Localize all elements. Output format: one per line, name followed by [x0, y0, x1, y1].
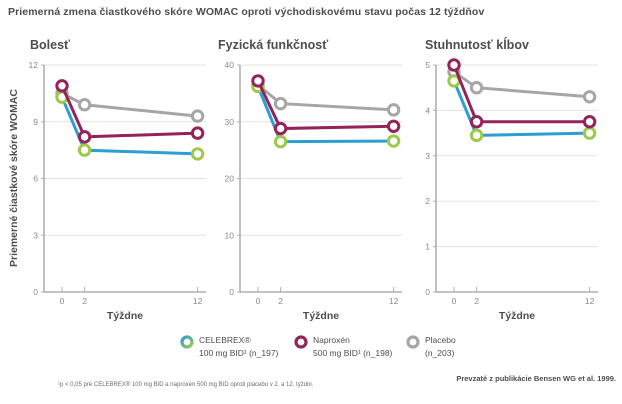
data-point-celebrex [386, 134, 401, 148]
data-point-placebo [77, 98, 92, 112]
data-point-placebo [469, 81, 484, 95]
y-tick-label: 30 [225, 117, 235, 127]
legend-item-placebo: Placebo (n_203) [406, 334, 456, 360]
y-tick-label: 4 [425, 105, 430, 115]
x-tick-label: 0 [60, 296, 65, 306]
y-tick-label: 12 [29, 60, 39, 70]
x-tick-label: 2 [82, 296, 87, 306]
y-tick-label: 40 [225, 60, 235, 70]
legend-label-naproxen: Naproxén 500 mg BID¹ (n_198) [313, 334, 392, 360]
naproxen-marker-icon [294, 335, 308, 349]
data-point-placebo [582, 90, 597, 104]
data-point-naproxen [447, 58, 461, 72]
data-point-naproxen [386, 119, 401, 133]
data-point-naproxen [469, 115, 484, 129]
data-point-naproxen [190, 126, 205, 140]
y-tick-label: 0 [425, 287, 430, 297]
data-point-naproxen [251, 74, 265, 88]
data-point-placebo [190, 109, 205, 123]
legend-label-placebo-line2: (n_203) [425, 348, 455, 359]
legend-label-naproxen-line2: 500 mg BID¹ (n_198) [313, 348, 393, 359]
y-tick-label: 10 [225, 230, 235, 240]
data-point-naproxen [273, 121, 288, 136]
legend: CELEBREX® 100 mg BID¹ (n_197) Naproxén 5… [180, 334, 456, 360]
legend-label-celebrex: CELEBREX® 100 mg BID¹ (n_197) [199, 334, 278, 360]
x-tick-label: 12 [585, 296, 595, 306]
placebo-marker-icon [406, 335, 420, 349]
legend-label-celebrex-line1: CELEBREX® [199, 335, 251, 345]
panel-title-stuhnutost-klbov: Stuhnutosť kĺbov [425, 38, 529, 52]
series-line-naproxen [60, 84, 200, 139]
panel-title-fyzicka-funkcnost: Fyzická funkčnosť [218, 38, 329, 52]
y-tick-label: 1 [425, 242, 430, 252]
page-title: Priemerná zmena čiastkového skóre WOMAC … [8, 6, 485, 18]
data-point-naproxen [55, 79, 69, 93]
y-tick-label: 3 [33, 230, 38, 240]
y-tick-label: 9 [33, 117, 38, 127]
x-axis-label: Týždne [107, 310, 143, 322]
y-tick-label: 2 [425, 196, 430, 206]
legend-label-placebo-line1: Placebo [425, 335, 456, 345]
x-tick-label: 0 [256, 296, 261, 306]
chart-bolest: 0 3 6 9 12 0 2 12 Týždne [29, 60, 206, 322]
y-tick-label: 5 [425, 60, 430, 70]
legend-label-naproxen-line1: Naproxén [313, 335, 350, 345]
data-point-celebrex [77, 143, 92, 157]
legend-label-celebrex-line2: 100 mg BID¹ (n_197) [199, 348, 279, 359]
source-attribution: Prevzaté z publikácie Bensen WG et al. 1… [456, 374, 616, 383]
legend-label-placebo: Placebo (n_203) [425, 334, 456, 360]
y-tick-label: 20 [225, 174, 235, 184]
x-tick-label: 12 [389, 296, 399, 306]
x-axis-label: Týždne [303, 310, 339, 322]
legend-item-naproxen: Naproxén 500 mg BID¹ (n_198) [294, 334, 406, 360]
legend-item-celebrex: CELEBREX® 100 mg BID¹ (n_197) [180, 334, 294, 360]
data-point-placebo [386, 103, 401, 117]
panel-title-bolest: Bolesť [30, 38, 71, 52]
significance-footnote: ¹p < 0,05 pre CELEBREX® 100 mg BID a nap… [58, 382, 314, 388]
x-tick-label: 12 [193, 296, 203, 306]
x-tick-label: 2 [474, 296, 479, 306]
chart-fyzicka-funkcnost: 0 10 20 30 40 0 2 12 Týždne [225, 60, 402, 322]
data-point-naproxen [77, 130, 92, 144]
x-axis-label: Týždne [499, 310, 535, 322]
x-tick-label: 2 [278, 296, 283, 306]
y-tick-label: 0 [33, 287, 38, 297]
data-point-celebrex [469, 128, 484, 143]
y-tick-label: 6 [33, 174, 38, 184]
x-tick-label: 0 [452, 296, 457, 306]
data-point-celebrex [582, 126, 597, 140]
data-point-placebo [273, 96, 288, 111]
y-tick-label: 0 [229, 287, 234, 297]
data-point-naproxen [582, 115, 597, 129]
celebrex-marker-icon [180, 335, 194, 349]
data-point-celebrex [190, 147, 205, 161]
y-tick-label: 3 [425, 151, 430, 161]
y-axis-label: Priemerné čiastkové skóre WOMAC [8, 89, 20, 267]
data-point-celebrex [273, 134, 288, 149]
